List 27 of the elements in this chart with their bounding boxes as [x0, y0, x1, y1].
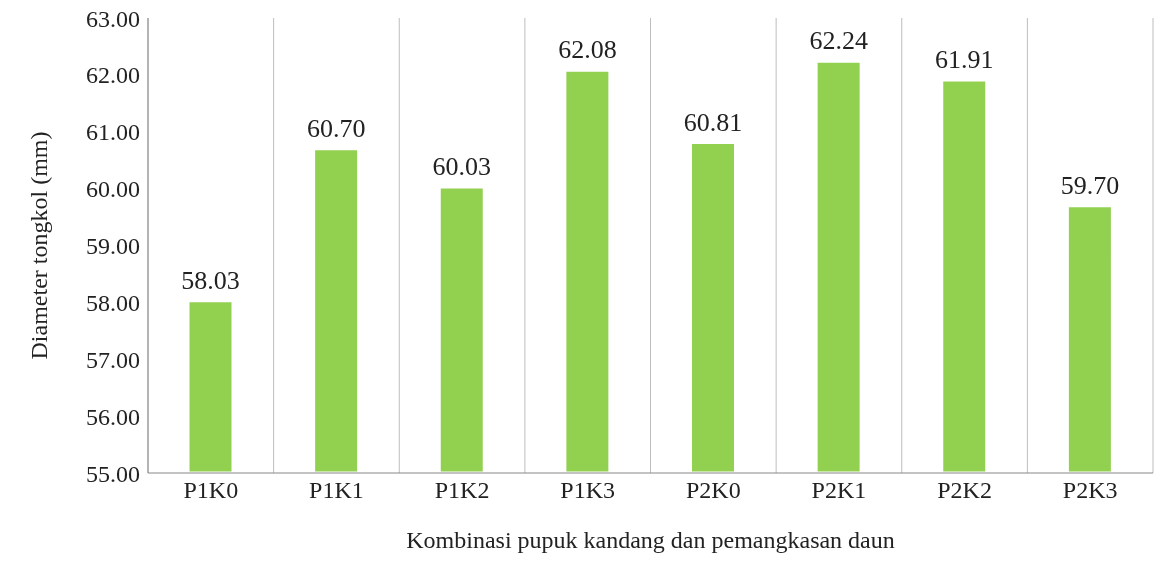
y-tick-label: 62.00 [86, 62, 140, 89]
x-tick-label: P2K2 [937, 477, 992, 504]
data-label: 61.91 [935, 44, 994, 74]
x-tick-label: P1K3 [560, 477, 616, 504]
y-tick-label: 56.00 [86, 403, 140, 430]
data-label: 58.03 [181, 265, 240, 295]
y-tick-label: 58.00 [86, 289, 140, 316]
y-tick-label: 59.00 [86, 233, 140, 260]
y-tick-label: 63.00 [86, 5, 140, 32]
x-axis-title: Kombinasi pupuk kandang dan pemangkasan daun [406, 527, 895, 554]
x-tick-label: P2K0 [685, 477, 741, 504]
y-tick-label: 57.00 [86, 346, 140, 373]
data-label: 62.08 [558, 35, 617, 65]
data-label: 62.24 [809, 26, 868, 56]
y-tick-label: 61.00 [86, 119, 140, 146]
x-tick-label: P2K3 [1062, 477, 1118, 504]
data-label: 59.70 [1060, 170, 1120, 200]
y-tick-label: 60.00 [86, 176, 140, 203]
x-tick-label: P1K0 [183, 477, 239, 504]
data-label: 60.81 [683, 107, 743, 137]
y-tick-label: 55.00 [86, 460, 140, 487]
x-tick-label: P2K1 [811, 477, 867, 504]
x-tick-label: P1K1 [309, 477, 364, 504]
data-label: 60.70 [306, 113, 366, 143]
y-axis-title: Diameter tongkol (mm) [25, 131, 52, 360]
x-tick-label: P1K2 [434, 477, 490, 504]
data-label: 60.03 [432, 151, 491, 181]
